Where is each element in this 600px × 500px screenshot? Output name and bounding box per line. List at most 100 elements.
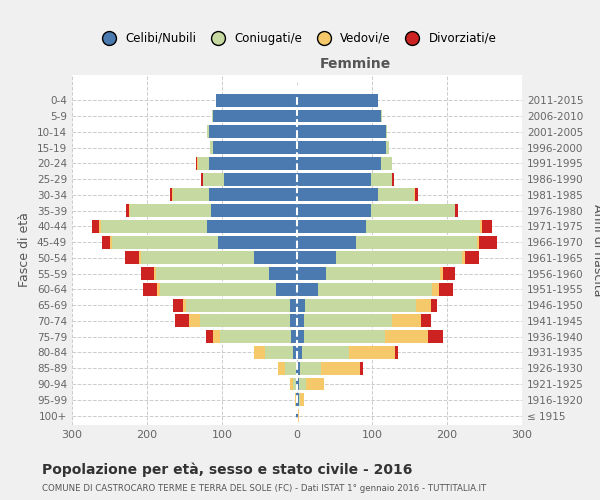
Bar (212, 110, 213, 122)
Bar (173, 298, 183, 312)
Bar (297, 283, 318, 296)
Bar (293, 346, 297, 359)
Bar (298, 409, 299, 422)
Bar (154, 267, 156, 280)
Bar (297, 236, 355, 248)
Bar (321, 362, 360, 374)
Bar (299, 378, 306, 390)
Bar (392, 314, 421, 328)
Bar (297, 394, 299, 406)
Bar (392, 172, 394, 186)
Bar (306, 378, 324, 390)
Bar (300, 394, 304, 406)
Bar (175, 314, 189, 328)
Bar (290, 378, 293, 390)
Bar (157, 283, 160, 296)
Bar (305, 298, 416, 312)
Bar (297, 204, 371, 217)
Bar (421, 314, 431, 328)
Bar (110, 236, 112, 248)
Bar (254, 346, 265, 359)
Bar (207, 126, 209, 138)
Bar (477, 236, 479, 248)
Bar (197, 157, 198, 170)
Bar (297, 94, 378, 106)
Bar (304, 314, 392, 328)
Text: COMUNE DI CASTROCARO TERME E TERRA DEL SOLE (FC) - Dati ISTAT 1° gennaio 2016 - : COMUNE DI CASTROCARO TERME E TERRA DEL S… (42, 484, 486, 493)
Bar (141, 267, 154, 280)
Bar (198, 157, 209, 170)
Bar (173, 188, 209, 202)
Bar (297, 188, 378, 202)
Bar (428, 330, 443, 343)
Bar (209, 157, 297, 170)
Bar (300, 362, 321, 374)
Bar (269, 267, 297, 280)
Bar (296, 378, 297, 390)
Bar (299, 394, 300, 406)
Bar (172, 188, 173, 202)
Bar (209, 188, 297, 202)
Bar (366, 220, 480, 233)
Bar (415, 188, 418, 202)
Bar (378, 188, 414, 202)
Bar (216, 94, 297, 106)
Bar (126, 204, 129, 217)
Bar (186, 298, 290, 312)
Bar (297, 314, 304, 328)
Y-axis label: Anni di nascita: Anni di nascita (592, 204, 600, 296)
Bar (213, 110, 297, 122)
Bar (381, 110, 382, 122)
Bar (325, 267, 439, 280)
Bar (455, 204, 458, 217)
Bar (183, 298, 186, 312)
Bar (302, 346, 349, 359)
Bar (297, 362, 300, 374)
Bar (141, 252, 254, 264)
Bar (130, 204, 211, 217)
Bar (297, 267, 325, 280)
Bar (297, 409, 298, 422)
Bar (349, 346, 395, 359)
Bar (386, 141, 389, 154)
Bar (199, 314, 290, 328)
Bar (462, 252, 465, 264)
Bar (206, 330, 213, 343)
Bar (432, 283, 439, 296)
Bar (297, 378, 299, 390)
Bar (297, 220, 366, 233)
Bar (210, 141, 213, 154)
Bar (209, 126, 297, 138)
Bar (160, 283, 276, 296)
Bar (336, 252, 462, 264)
Bar (355, 236, 477, 248)
Bar (143, 283, 157, 296)
Bar (201, 172, 203, 186)
Bar (386, 126, 387, 138)
Bar (381, 157, 392, 170)
Bar (220, 330, 291, 343)
Bar (297, 346, 302, 359)
Bar (296, 394, 297, 406)
Bar (414, 188, 415, 202)
Bar (291, 330, 297, 343)
Bar (290, 298, 297, 312)
Bar (296, 362, 297, 374)
Bar (297, 252, 336, 264)
Bar (297, 330, 304, 343)
Bar (129, 204, 130, 217)
Bar (318, 283, 432, 296)
Bar (218, 236, 297, 248)
Bar (254, 252, 297, 264)
Bar (479, 236, 497, 248)
Bar (92, 220, 99, 233)
Text: Femmine: Femmine (320, 58, 391, 71)
Bar (439, 283, 453, 296)
Bar (203, 172, 223, 186)
Bar (139, 252, 141, 264)
Bar (290, 314, 297, 328)
Bar (297, 172, 371, 186)
Y-axis label: Fasce di età: Fasce di età (19, 212, 31, 288)
Bar (297, 298, 305, 312)
Bar (371, 204, 455, 217)
